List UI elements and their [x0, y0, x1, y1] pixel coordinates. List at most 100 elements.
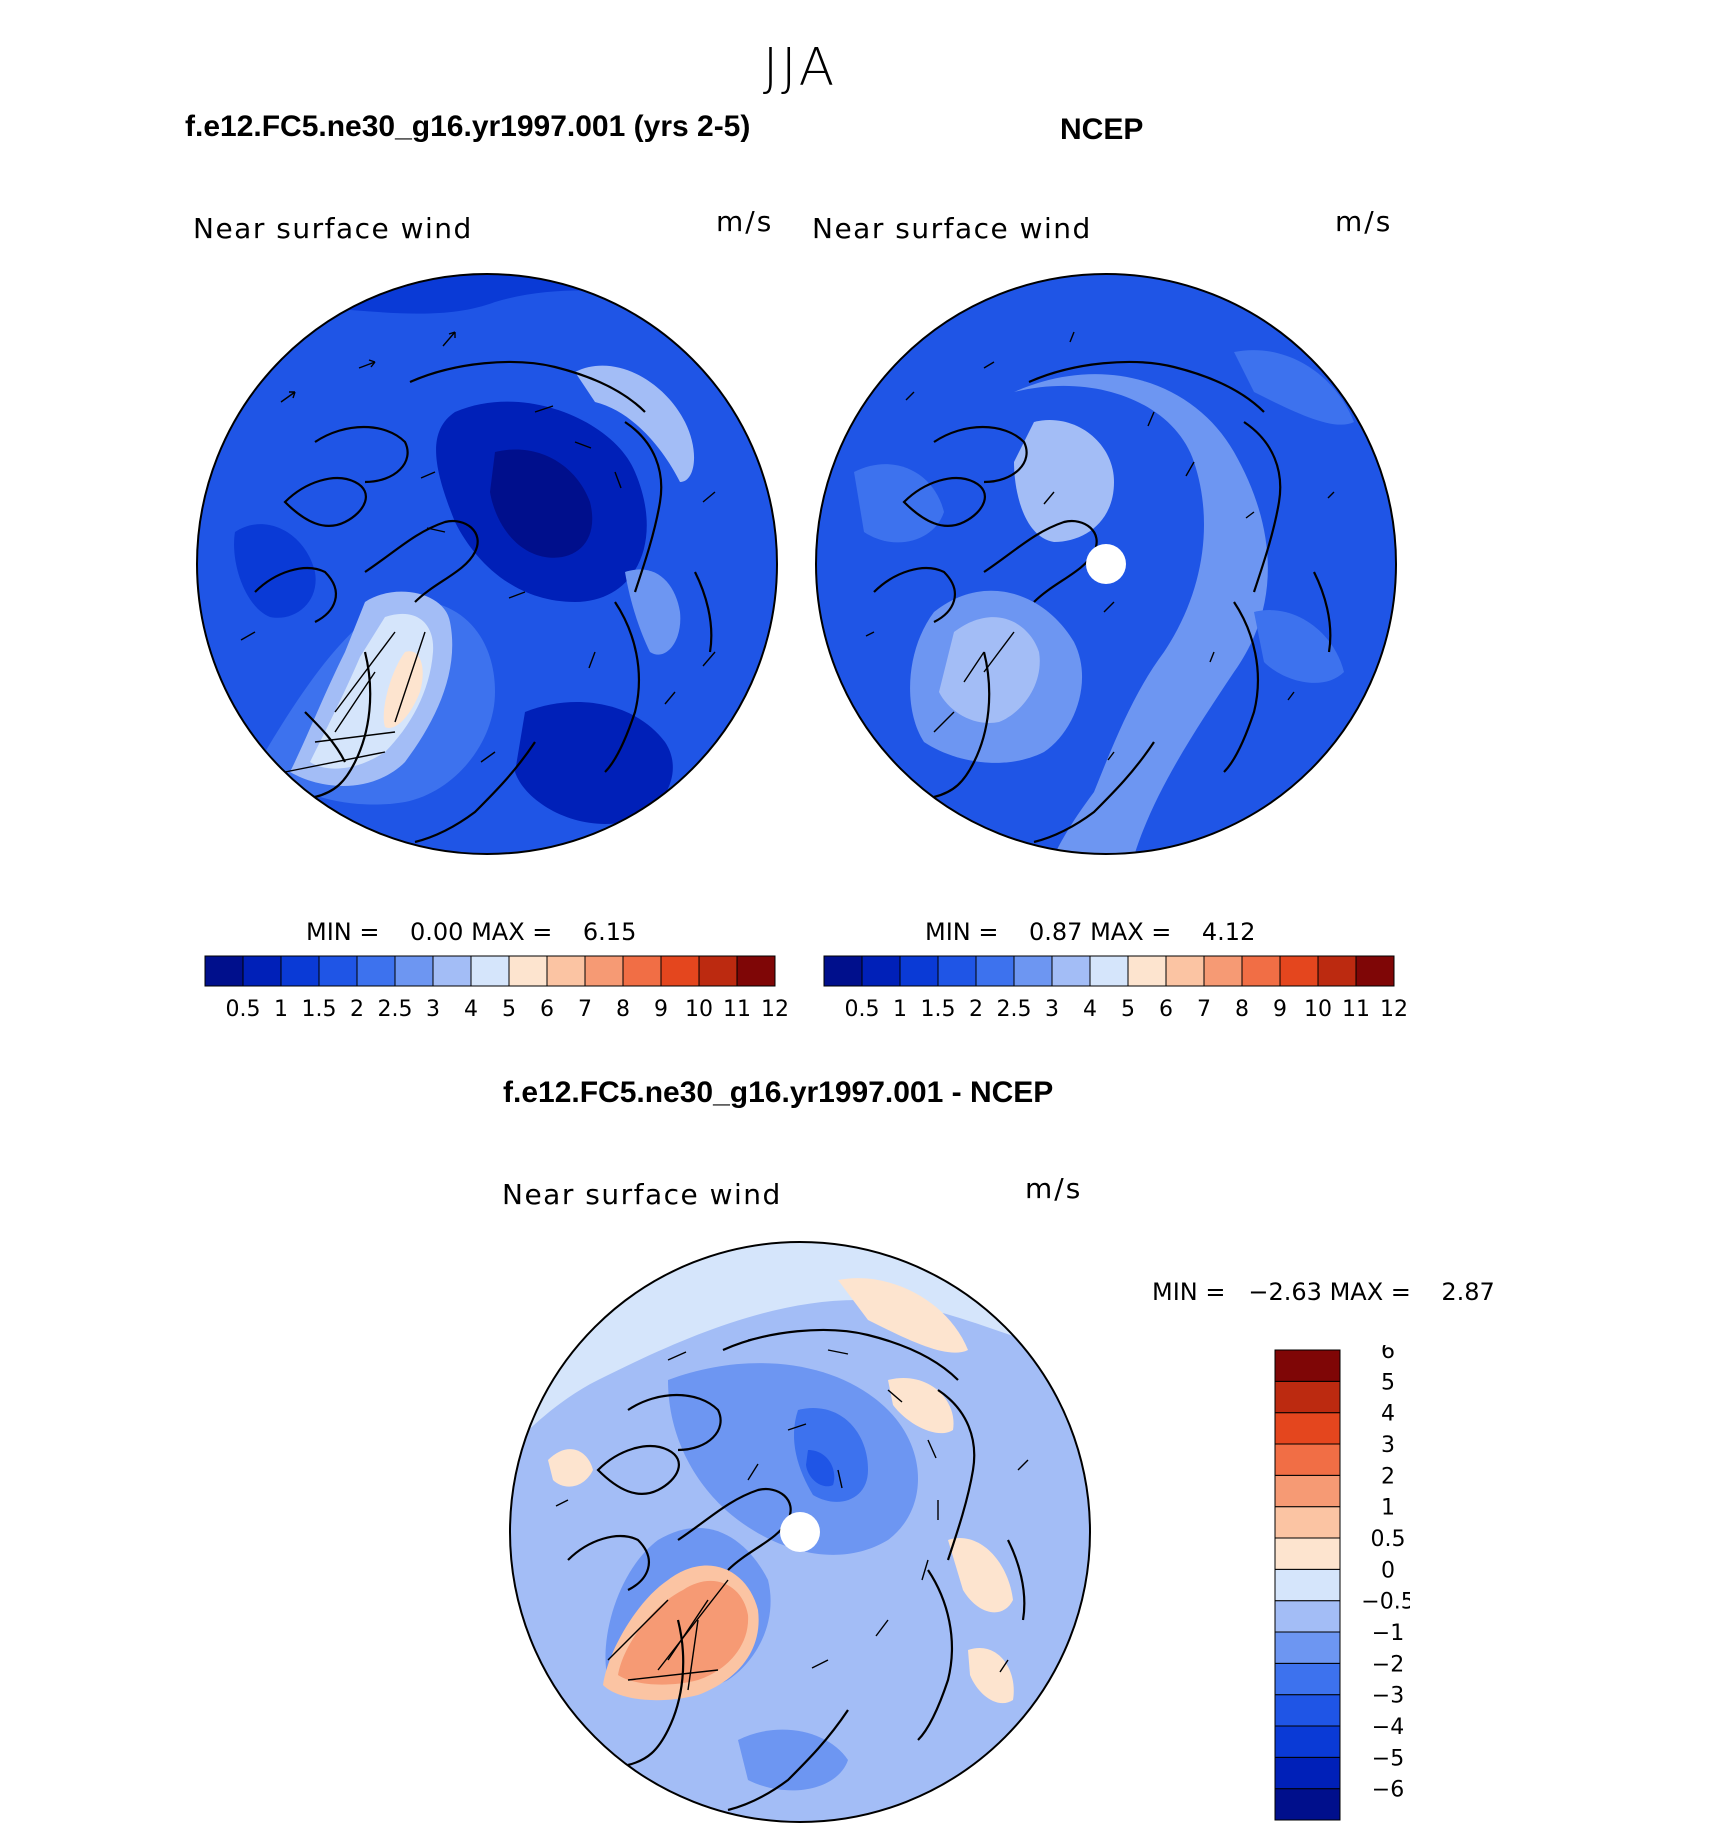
colorbar-ncep-tick-label: 1: [893, 997, 907, 1022]
colorbar-difference-tick-label: 4: [1381, 1402, 1395, 1427]
map-model: [196, 273, 778, 855]
colorbar-model-tick-label: 4: [464, 997, 478, 1022]
colorbar-difference-swatch-2: [1274, 1725, 1341, 1758]
colorbar-ncep-swatch-5: [1013, 955, 1053, 987]
colorbar-difference-tick-label: −0.5: [1361, 1590, 1410, 1615]
map-ncep: [815, 273, 1397, 855]
colorbar-ncep-tick-label: 3: [1045, 997, 1059, 1022]
panel3-variable-label: Near surface wind: [502, 1178, 782, 1211]
ncep-coastlines: [873, 360, 1332, 844]
colorbar-difference: −6 −5 −4 −3 −2 −1 −0.5 0 0.5 1 2 3 4 5 6: [1274, 1345, 1410, 1821]
colorbar-difference-tick-label: 0: [1381, 1558, 1395, 1583]
colorbar-ncep-tick-label: 2.5: [997, 997, 1032, 1022]
colorbar-model-tick-label: 1: [274, 997, 288, 1022]
panel1-variable-label: Near surface wind: [193, 212, 473, 245]
colorbar-difference-swatch-0: [1274, 1788, 1341, 1821]
colorbar-ncep-tick-label: 11: [1342, 997, 1370, 1022]
colorbar-model-tick-label: 8: [616, 997, 630, 1022]
colorbar-model-swatch-3: [318, 955, 358, 987]
colorbar-model-tick-label: 0.5: [226, 997, 261, 1022]
colorbar-difference-swatch-12: [1274, 1412, 1341, 1445]
colorbar-model-swatch-6: [432, 955, 472, 987]
colorbar-ncep-swatch-4: [975, 955, 1015, 987]
difference-wind-vectors: [555, 1335, 1029, 1691]
colorbar-ncep-swatch-6: [1051, 955, 1091, 987]
colorbar-difference-swatch-9: [1274, 1506, 1341, 1539]
colorbar-difference-swatch-10: [1274, 1474, 1341, 1508]
colorbar-model-swatch-4: [356, 955, 396, 987]
colorbar-ncep-swatch-9: [1165, 955, 1205, 987]
colorbar-model: 0.5 1 1.5 2 2.5 3 4 5 6 7 8 9 10 11 12: [204, 955, 789, 1022]
panel2-units-label: m/s: [1335, 205, 1393, 238]
panel2-title: NCEP: [1060, 113, 1144, 146]
panel1-units-label: m/s: [716, 205, 774, 238]
colorbar-difference-tick-label: 3: [1381, 1433, 1395, 1458]
colorbar-model-tick-label: 9: [654, 997, 668, 1022]
model-coastlines: [254, 360, 713, 844]
colorbar-ncep-swatch-13: [1317, 955, 1357, 987]
colorbar-model-swatch-14: [736, 955, 776, 987]
colorbar-difference-tick-label: 1: [1381, 1496, 1395, 1521]
colorbar-model-swatch-13: [698, 955, 738, 987]
colorbar-difference-swatch-11: [1274, 1443, 1341, 1476]
colorbar-model-tick-label: 1.5: [302, 997, 337, 1022]
colorbar-difference-swatch-13: [1274, 1380, 1341, 1414]
colorbar-model-tick-label: 3: [426, 997, 440, 1022]
colorbar-ncep-tick-label: 12: [1380, 997, 1408, 1022]
colorbar-ncep-tick-label: 5: [1121, 997, 1135, 1022]
colorbar-model-swatch-2: [280, 955, 320, 987]
colorbar-model-tick-label: 6: [540, 997, 554, 1022]
colorbar-difference-swatch-5: [1274, 1631, 1341, 1664]
colorbar-difference-swatch-8: [1274, 1537, 1341, 1570]
colorbar-model-swatch-5: [394, 955, 434, 987]
colorbar-difference-tick-label: −4: [1372, 1715, 1404, 1740]
model-wind-vectors: [240, 331, 716, 773]
colorbar-model-tick-label: 10: [685, 997, 713, 1022]
colorbar-ncep-swatch-2: [899, 955, 939, 987]
colorbar-difference-swatch-6: [1274, 1600, 1341, 1633]
panel3-minmax: MIN = −2.63 MAX = 2.87: [1152, 1278, 1495, 1306]
colorbar-ncep-swatch-10: [1203, 955, 1243, 987]
colorbar-difference-swatch-7: [1274, 1568, 1341, 1602]
colorbar-model-tick-label: 5: [502, 997, 516, 1022]
figure-title: JJA: [762, 38, 838, 98]
colorbar-difference-tick-label: 5: [1381, 1370, 1395, 1395]
colorbar-difference-tick-label: 2: [1381, 1464, 1395, 1489]
panel3-units-label: m/s: [1025, 1172, 1083, 1205]
difference-coastlines: [567, 1328, 1026, 1812]
colorbar-difference-tick-label: −6: [1372, 1778, 1404, 1803]
colorbar-model-tick-label: 12: [761, 997, 789, 1022]
colorbar-ncep-swatch-14: [1355, 955, 1395, 987]
colorbar-difference-tick-label: −2: [1372, 1652, 1404, 1677]
panel2-minmax: MIN = 0.87 MAX = 4.12: [925, 918, 1256, 946]
colorbar-ncep-swatch-0: [823, 955, 863, 987]
colorbar-difference-tick-label: 6: [1381, 1345, 1395, 1364]
panel2-variable-label: Near surface wind: [812, 212, 1092, 245]
colorbar-ncep-swatch-7: [1089, 955, 1129, 987]
colorbar-model-swatch-10: [584, 955, 624, 987]
colorbar-difference-swatch-1: [1274, 1756, 1341, 1790]
panel3-title: f.e12.FC5.ne30_g16.yr1997.001 - NCEP: [503, 1076, 1054, 1109]
colorbar-ncep: 0.5 1 1.5 2 2.5 3 4 5 6 7 8 9 10 11 12: [823, 955, 1408, 1022]
colorbar-ncep-tick-label: 4: [1083, 997, 1097, 1022]
colorbar-model-tick-label: 2.5: [378, 997, 413, 1022]
colorbar-difference-swatch-14: [1274, 1349, 1341, 1382]
colorbar-ncep-swatch-1: [861, 955, 901, 987]
colorbar-model-tick-label: 7: [578, 997, 592, 1022]
difference-pole-hole: [780, 1512, 820, 1552]
map-difference: [509, 1241, 1091, 1823]
ncep-wind-vectors: [865, 331, 1335, 761]
colorbar-ncep-tick-label: 8: [1235, 997, 1249, 1022]
panel1-title: f.e12.FC5.ne30_g16.yr1997.001 (yrs 2-5): [185, 110, 751, 143]
colorbar-model-tick-label: 2: [350, 997, 364, 1022]
colorbar-model-tick-label: 11: [723, 997, 751, 1022]
colorbar-ncep-tick-label: 2: [969, 997, 983, 1022]
colorbar-ncep-tick-label: 10: [1304, 997, 1332, 1022]
colorbar-model-swatch-7: [470, 955, 510, 987]
colorbar-ncep-tick-label: 7: [1197, 997, 1211, 1022]
colorbar-difference-tick-label: −5: [1372, 1746, 1404, 1771]
colorbar-difference-swatch-4: [1274, 1662, 1341, 1696]
colorbar-ncep-tick-label: 1.5: [921, 997, 956, 1022]
colorbar-ncep-tick-label: 6: [1159, 997, 1173, 1022]
colorbar-model-swatch-1: [242, 955, 282, 987]
